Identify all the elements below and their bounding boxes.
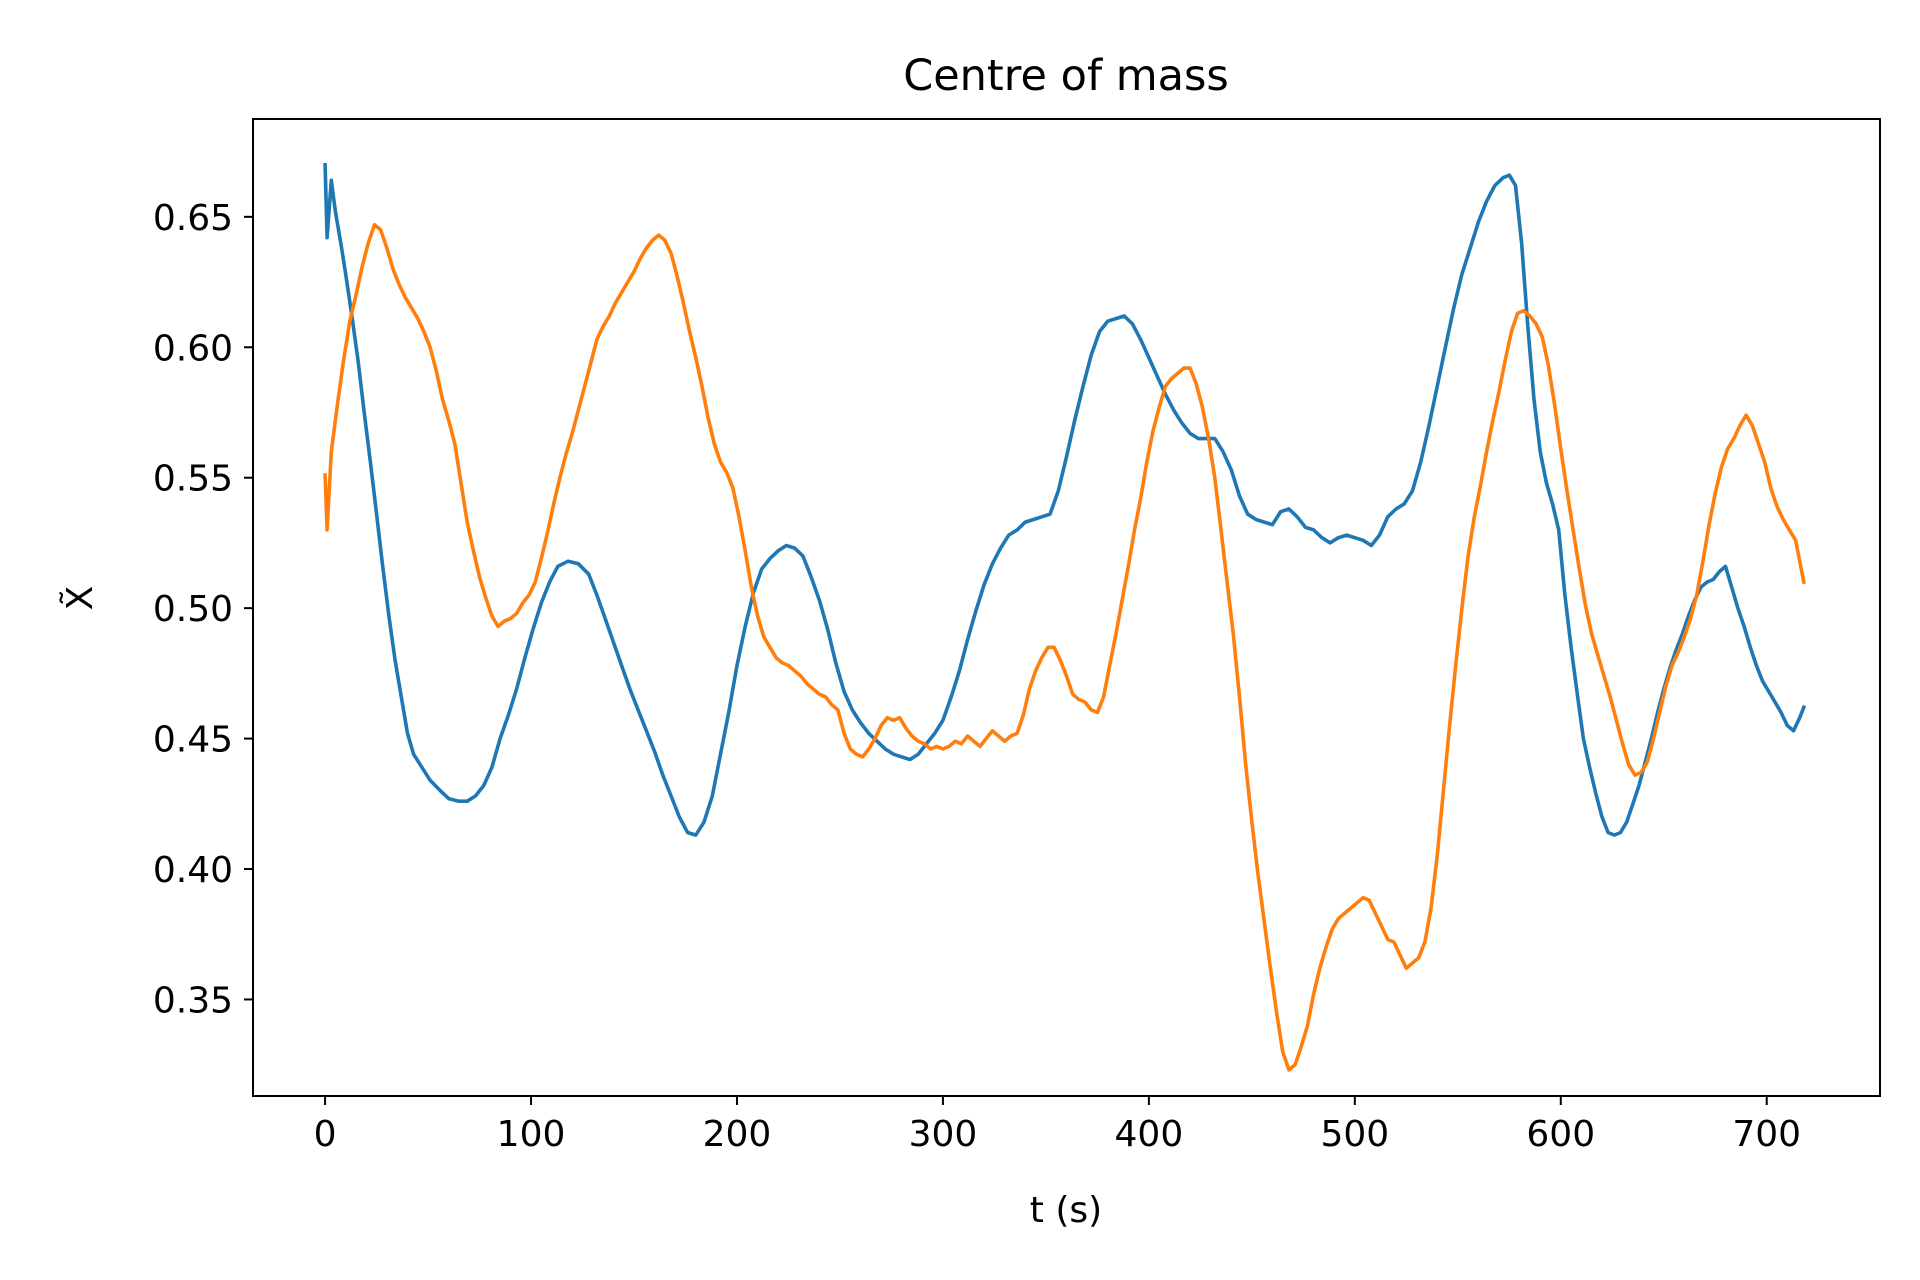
series-layer	[323, 162, 1807, 1072]
y-tick-label: 0.40	[153, 850, 233, 891]
y-axis-label: X̃	[59, 586, 101, 611]
y-tick-label: 0.55	[153, 459, 233, 500]
series-line-1	[323, 162, 1807, 837]
x-tick-label: 200	[703, 1114, 772, 1155]
y-tick-label: 0.35	[153, 980, 233, 1021]
x-tick-label: 700	[1732, 1114, 1801, 1155]
x-tick-label: 100	[497, 1114, 566, 1155]
series-line-2	[323, 222, 1806, 1072]
y-tick-label: 0.50	[153, 589, 233, 630]
x-tick-label: 400	[1115, 1114, 1184, 1155]
x-tick-label: 500	[1320, 1114, 1389, 1155]
y-tick-label: 0.60	[153, 328, 233, 369]
y-tick-label: 0.45	[153, 720, 233, 761]
x-axis-label: t (s)	[1030, 1190, 1102, 1231]
chart-title: Centre of mass	[903, 51, 1229, 101]
y-axis: 0.35 0.40 0.45 0.50 0.55 0.60 0.65	[153, 198, 253, 1021]
x-tick-label: 0	[314, 1114, 337, 1155]
x-tick-label: 300	[909, 1114, 978, 1155]
y-tick-label: 0.65	[153, 198, 233, 239]
x-tick-label: 600	[1526, 1114, 1595, 1155]
x-axis: 0 100 200 300 400 500 600 700	[314, 1096, 1801, 1155]
